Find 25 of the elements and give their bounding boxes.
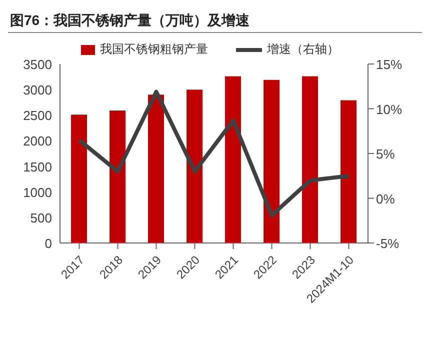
bar (186, 90, 202, 243)
y-tick-label: 500 (30, 210, 52, 226)
bar (148, 94, 164, 243)
line-series (77, 90, 351, 218)
y2-tick-label: 5% (376, 146, 396, 162)
chart-title: 图76：我国不锈钢产量（万吨）及增速 (8, 8, 422, 33)
y2-tick-label: 0% (376, 191, 396, 206)
y-tick-label: 0 (44, 236, 52, 251)
bar (110, 110, 126, 243)
y-tick-label: 2500 (23, 108, 52, 124)
bar (340, 100, 356, 243)
bar (302, 76, 318, 243)
legend-label: 我国不锈钢粗钢产量 (100, 41, 208, 58)
y2-tick-label: 10% (376, 102, 402, 117)
y-tick-label: 3500 (23, 57, 52, 72)
bar (225, 76, 241, 243)
y-tick-label: 2000 (23, 134, 52, 149)
y-tick-label: 3000 (23, 82, 52, 98)
bar (71, 114, 87, 243)
y2-tick-label: 15% (376, 57, 402, 72)
y-tick-label: 1500 (23, 159, 52, 174)
y2-tick-label: -5% (376, 236, 400, 251)
y-tick-label: 1000 (23, 184, 52, 200)
bar (264, 80, 280, 243)
legend-label: 增速（右轴） (267, 41, 339, 58)
